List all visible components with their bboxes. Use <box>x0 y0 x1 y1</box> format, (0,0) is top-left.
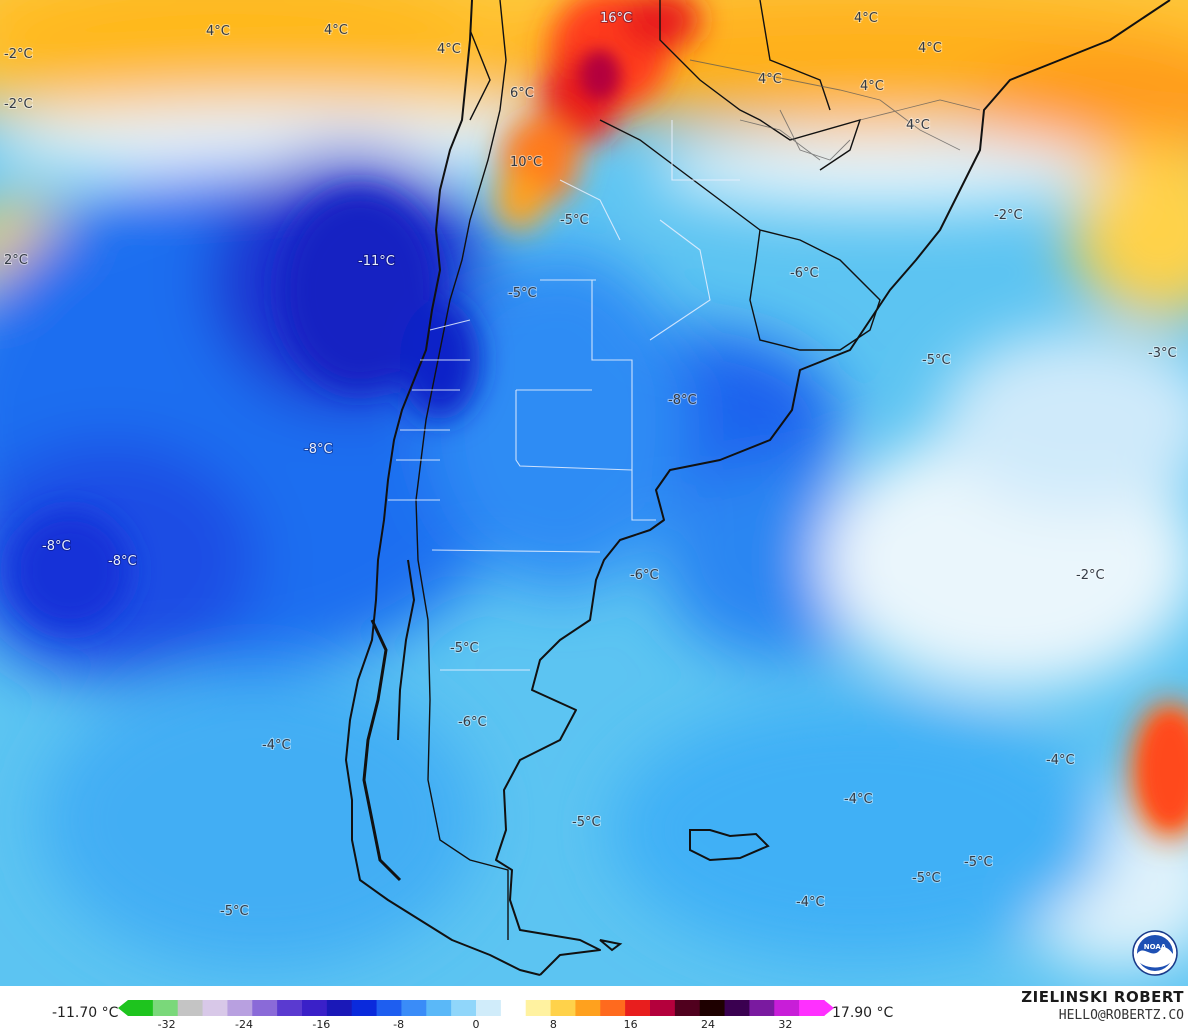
temp-label: -8°C <box>304 442 333 457</box>
colorbar-segment <box>252 1000 278 1016</box>
colorbar-tick-label: 32 <box>778 1018 793 1031</box>
temp-label: 6°C <box>510 86 534 101</box>
colorbar-tick-label: 8 <box>549 1018 557 1031</box>
colorbar-segment <box>426 1000 452 1016</box>
temp-label: -5°C <box>560 213 589 228</box>
temp-label: -5°C <box>964 855 993 870</box>
temp-label: 4°C <box>437 42 461 57</box>
temp-label: -2°C <box>4 97 33 112</box>
temp-label: -6°C <box>458 715 487 730</box>
temp-label: -8°C <box>668 393 697 408</box>
temp-label: 4°C <box>918 41 942 56</box>
temp-label: 10°C <box>510 155 542 170</box>
colorbar-segment <box>625 1000 651 1016</box>
colorbar-max-arrow <box>824 1000 834 1016</box>
colorbar-tick-label: -24 <box>235 1018 253 1031</box>
temp-label: 4°C <box>206 24 230 39</box>
temp-label: -8°C <box>42 539 71 554</box>
temp-label: -11°C <box>358 254 395 269</box>
author-email[interactable]: HELLO@ROBERTZ.CO <box>1058 1008 1184 1023</box>
legend-min-label: -11.70 °C <box>52 1005 119 1021</box>
temp-label: -2°C <box>1076 568 1105 583</box>
temp-label: 2°C <box>4 253 28 268</box>
colorbar <box>118 1000 834 1016</box>
temperature-map: 16°C 4°C 4°C 4°C 4°C 4°C 4°C 4°C 4°C -2°… <box>0 0 1188 986</box>
temp-label: 4°C <box>854 11 878 26</box>
svg-text:NOAA: NOAA <box>1144 943 1167 951</box>
colorbar-segment <box>128 1000 154 1016</box>
branding: ZIELINSKI ROBERT HELLO@ROBERTZ.CO <box>1021 988 1184 1023</box>
temp-label: -4°C <box>844 792 873 807</box>
temp-label: -2°C <box>4 47 33 62</box>
colorbar-segment <box>674 1000 701 1016</box>
region-borders <box>689 59 981 161</box>
temp-label: -3°C <box>1148 346 1177 361</box>
temp-label: -6°C <box>630 568 659 583</box>
colorbar-segment <box>277 1000 303 1016</box>
temp-label: 4°C <box>758 72 782 87</box>
colorbar-tick-label: -32 <box>157 1018 176 1031</box>
noaa-logo: NOAA <box>1132 930 1178 976</box>
temp-label: -4°C <box>796 895 825 910</box>
colorbar-segment <box>699 1000 726 1016</box>
temp-label: -5°C <box>508 286 537 301</box>
legend-max-label: 17.90 °C <box>832 1005 894 1021</box>
temp-label: -5°C <box>922 353 951 368</box>
colorbar-segment <box>476 1000 502 1016</box>
coastlines <box>345 0 1171 976</box>
islands <box>362 559 770 952</box>
colorbar-segment <box>774 1000 800 1016</box>
temp-label: -8°C <box>108 554 137 569</box>
temp-label: 4°C <box>324 23 348 38</box>
colorbar-segment <box>575 1000 601 1016</box>
colorbar-segment <box>525 1000 552 1016</box>
colorbar-segment <box>302 1000 328 1016</box>
colorbar-segment <box>376 1000 403 1016</box>
colorbar-segment <box>550 1000 577 1016</box>
colorbar-segment <box>799 1000 825 1016</box>
colorbar-tick-label: 24 <box>701 1018 715 1031</box>
colorbar-segment <box>500 1000 527 1016</box>
temp-label: 16°C <box>600 11 632 26</box>
colorbar-tick-label: 0 <box>472 1018 480 1031</box>
temp-label: -5°C <box>572 815 601 830</box>
colorbar-segment <box>177 1000 204 1016</box>
colorbar-segment <box>724 1000 751 1016</box>
temp-label: -2°C <box>994 208 1023 223</box>
author-name: ZIELINSKI ROBERT <box>1021 988 1184 1006</box>
temp-label: -5°C <box>220 904 249 919</box>
temp-label: 4°C <box>906 118 930 133</box>
temp-label: -6°C <box>790 266 819 281</box>
colorbar-segment <box>451 1000 477 1016</box>
colorbar-segment <box>749 1000 775 1016</box>
colorbar-segment <box>401 1000 427 1016</box>
temperature-field <box>0 0 1188 970</box>
colorbar-tick-label: 16 <box>623 1018 638 1031</box>
colorbar-segment <box>152 1000 179 1016</box>
temp-label: -4°C <box>1046 753 1075 768</box>
temperature-labels: 16°C 4°C 4°C 4°C 4°C 4°C 4°C 4°C 4°C -2°… <box>3 10 1178 920</box>
colorbar-segment <box>600 1000 626 1016</box>
colorbar-segment <box>326 1000 353 1016</box>
colorbar-tick-label: -8 <box>393 1018 405 1031</box>
temp-label: -5°C <box>450 641 479 656</box>
colorbar-segment <box>227 1000 253 1016</box>
colorbar-segment <box>650 1000 676 1016</box>
temp-label: 4°C <box>860 79 884 94</box>
temp-label: -5°C <box>912 871 941 886</box>
province-borders <box>388 120 740 671</box>
colorbar-min-arrow <box>118 1000 128 1016</box>
colorbar-segment <box>351 1000 378 1016</box>
colorbar-tick-label: -16 <box>312 1018 331 1031</box>
colorbar-segment <box>202 1000 229 1016</box>
temp-label: -4°C <box>262 738 291 753</box>
